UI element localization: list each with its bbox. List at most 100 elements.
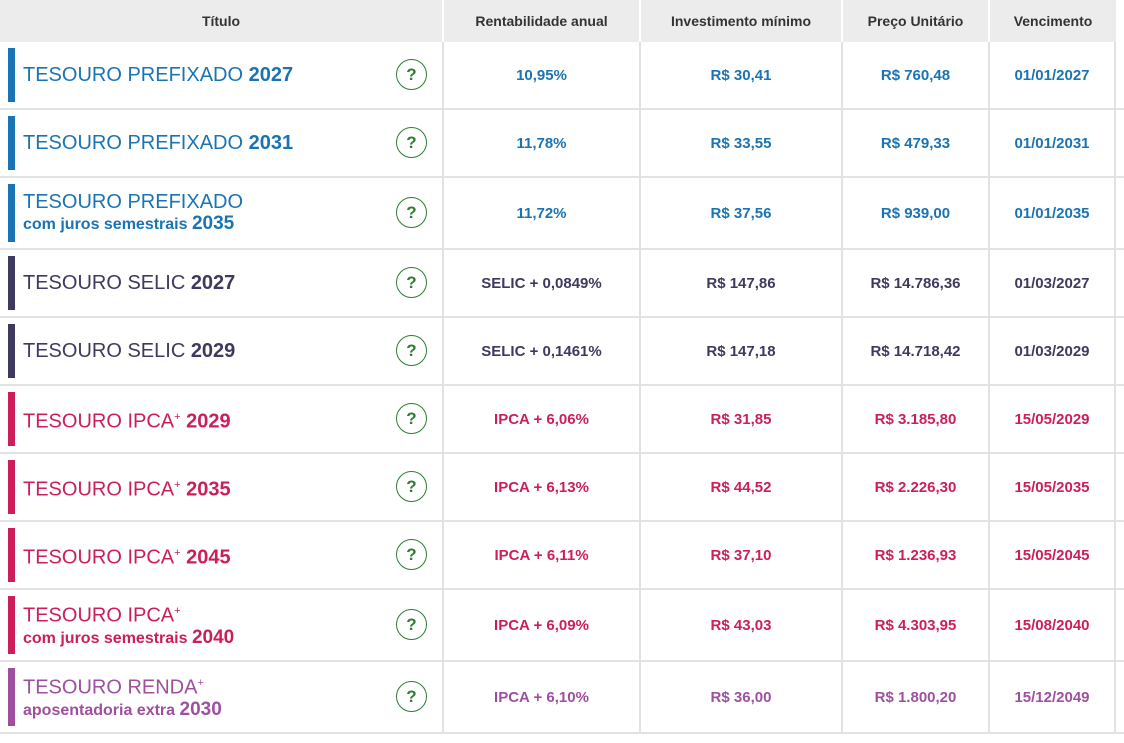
bond-name[interactable]: TESOURO SELIC 2029 [23, 340, 235, 362]
annual-return: 11,78% [444, 110, 641, 176]
color-bar [8, 528, 15, 582]
color-bar [8, 324, 15, 378]
header-minimum-investment[interactable]: Investimento mínimo [641, 0, 843, 42]
bond-name[interactable]: TESOURO PREFIXADO com juros semestrais 2… [23, 191, 243, 236]
bond-year: 2027 [190, 272, 236, 294]
table-row[interactable]: TESOURO IPCA+ 2029 ? IPCA + 6,06% R$ 31,… [0, 386, 1124, 454]
bond-name[interactable]: TESOURO IPCA+ com juros semestrais 2040 [23, 600, 234, 650]
title-cell: TESOURO PREFIXADO 2027 ? [0, 42, 444, 108]
annual-return: 11,72% [444, 178, 641, 248]
unit-price: R$ 14.718,42 [843, 318, 990, 384]
maturity-date: 01/01/2035 [990, 178, 1116, 248]
title-cell: TESOURO IPCA+ 2029 ? [0, 386, 444, 452]
title-cell: TESOURO SELIC 2029 ? [0, 318, 444, 384]
annual-return: IPCA + 6,13% [444, 454, 641, 520]
plus-superscript: + [197, 677, 204, 690]
minimum-investment: R$ 37,10 [641, 522, 843, 588]
minimum-investment: R$ 31,85 [641, 386, 843, 452]
table-row[interactable]: TESOURO IPCA+ 2045 ? IPCA + 6,11% R$ 37,… [0, 522, 1124, 590]
bond-year: 2040 [191, 626, 235, 648]
minimum-investment: R$ 147,86 [641, 250, 843, 316]
bond-year: 2035 [191, 212, 235, 234]
unit-price: R$ 2.226,30 [843, 454, 990, 520]
unit-price: R$ 1.800,20 [843, 662, 990, 732]
title-cell: TESOURO PREFIXADO 2031 ? [0, 110, 444, 176]
bond-name[interactable]: TESOURO PREFIXADO 2027 [23, 64, 293, 86]
unit-price: R$ 939,00 [843, 178, 990, 248]
bond-name[interactable]: TESOURO IPCA+ 2035 [23, 474, 231, 501]
title-cell: TESOURO IPCA+ com juros semestrais 2040 … [0, 590, 444, 660]
minimum-investment: R$ 37,56 [641, 178, 843, 248]
plus-superscript: + [174, 478, 181, 491]
annual-return: IPCA + 6,11% [444, 522, 641, 588]
color-bar [8, 184, 15, 242]
bond-name[interactable]: TESOURO PREFIXADO 2031 [23, 132, 293, 154]
color-bar [8, 460, 15, 514]
bond-name-text: TESOURO IPCA [23, 546, 175, 569]
help-icon[interactable]: ? [396, 197, 427, 228]
table-header: Título Rentabilidade anual Investimento … [0, 0, 1124, 42]
table-row[interactable]: TESOURO PREFIXADO com juros semestrais 2… [0, 178, 1124, 250]
maturity-date: 15/05/2045 [990, 522, 1116, 588]
title-cell: TESOURO IPCA+ 2035 ? [0, 454, 444, 520]
bond-name[interactable]: TESOURO RENDA+ aposentadoria extra 2030 [23, 672, 222, 722]
help-icon[interactable]: ? [396, 609, 427, 640]
table-row[interactable]: TESOURO IPCA+ 2035 ? IPCA + 6,13% R$ 44,… [0, 454, 1124, 522]
plus-superscript: + [174, 605, 181, 618]
color-bar [8, 48, 15, 102]
bond-name[interactable]: TESOURO IPCA+ 2029 [23, 406, 231, 432]
title-cell: TESOURO SELIC 2027 ? [0, 250, 444, 316]
maturity-date: 01/01/2027 [990, 42, 1116, 108]
annual-return: SELIC + 0,1461% [444, 318, 641, 384]
table-row[interactable]: TESOURO SELIC 2027 ? SELIC + 0,0849% R$ … [0, 250, 1124, 318]
bond-name-text: TESOURO IPCA [23, 478, 175, 501]
maturity-date: 01/03/2027 [990, 250, 1116, 316]
color-bar [8, 116, 15, 170]
header-annual-return[interactable]: Rentabilidade anual [444, 0, 641, 42]
annual-return: SELIC + 0,0849% [444, 250, 641, 316]
help-icon[interactable]: ? [396, 403, 427, 434]
unit-price: R$ 3.185,80 [843, 386, 990, 452]
bond-year: 2030 [179, 698, 222, 720]
plus-superscript: + [174, 410, 181, 423]
table-row[interactable]: TESOURO PREFIXADO 2027 ? 10,95% R$ 30,41… [0, 42, 1124, 110]
bond-year: 2031 [248, 132, 294, 154]
table-row[interactable]: TESOURO IPCA+ com juros semestrais 2040 … [0, 590, 1124, 662]
minimum-investment: R$ 33,55 [641, 110, 843, 176]
help-icon[interactable]: ? [396, 127, 427, 158]
header-title[interactable]: Título [0, 0, 444, 42]
bond-year: 2035 [186, 478, 231, 501]
header-unit-price[interactable]: Preço Unitário [843, 0, 990, 42]
unit-price: R$ 14.786,36 [843, 250, 990, 316]
maturity-date: 15/08/2040 [990, 590, 1116, 660]
table-row[interactable]: TESOURO SELIC 2029 ? SELIC + 0,1461% R$ … [0, 318, 1124, 386]
help-icon[interactable]: ? [396, 59, 427, 90]
bond-name-text: TESOURO PREFIXADO [23, 64, 249, 86]
color-bar [8, 392, 15, 446]
table-row[interactable]: TESOURO PREFIXADO 2031 ? 11,78% R$ 33,55… [0, 110, 1124, 178]
bond-year: 2029 [190, 340, 236, 362]
table-row[interactable]: TESOURO RENDA+ aposentadoria extra 2030 … [0, 662, 1124, 734]
bond-name-text: TESOURO IPCA [23, 604, 175, 627]
color-bar [8, 596, 15, 654]
bond-name-text: TESOURO SELIC [23, 272, 191, 294]
help-icon[interactable]: ? [396, 681, 427, 712]
annual-return: IPCA + 6,10% [444, 662, 641, 732]
title-cell: TESOURO IPCA+ 2045 ? [0, 522, 444, 588]
help-icon[interactable]: ? [396, 539, 427, 570]
minimum-investment: R$ 30,41 [641, 42, 843, 108]
bond-name-text: TESOURO PREFIXADO [23, 190, 244, 213]
bond-name[interactable]: TESOURO SELIC 2027 [23, 272, 235, 294]
help-icon[interactable]: ? [396, 267, 427, 298]
help-icon[interactable]: ? [396, 335, 427, 366]
maturity-date: 01/03/2029 [990, 318, 1116, 384]
annual-return: IPCA + 6,06% [444, 386, 641, 452]
bond-name-text: TESOURO SELIC [23, 340, 191, 362]
bond-year: 2045 [186, 546, 231, 569]
header-maturity[interactable]: Vencimento [990, 0, 1116, 42]
minimum-investment: R$ 43,03 [641, 590, 843, 660]
help-icon[interactable]: ? [396, 471, 427, 502]
bond-name[interactable]: TESOURO IPCA+ 2045 [23, 542, 231, 569]
bond-name-text: TESOURO RENDA [23, 676, 198, 699]
